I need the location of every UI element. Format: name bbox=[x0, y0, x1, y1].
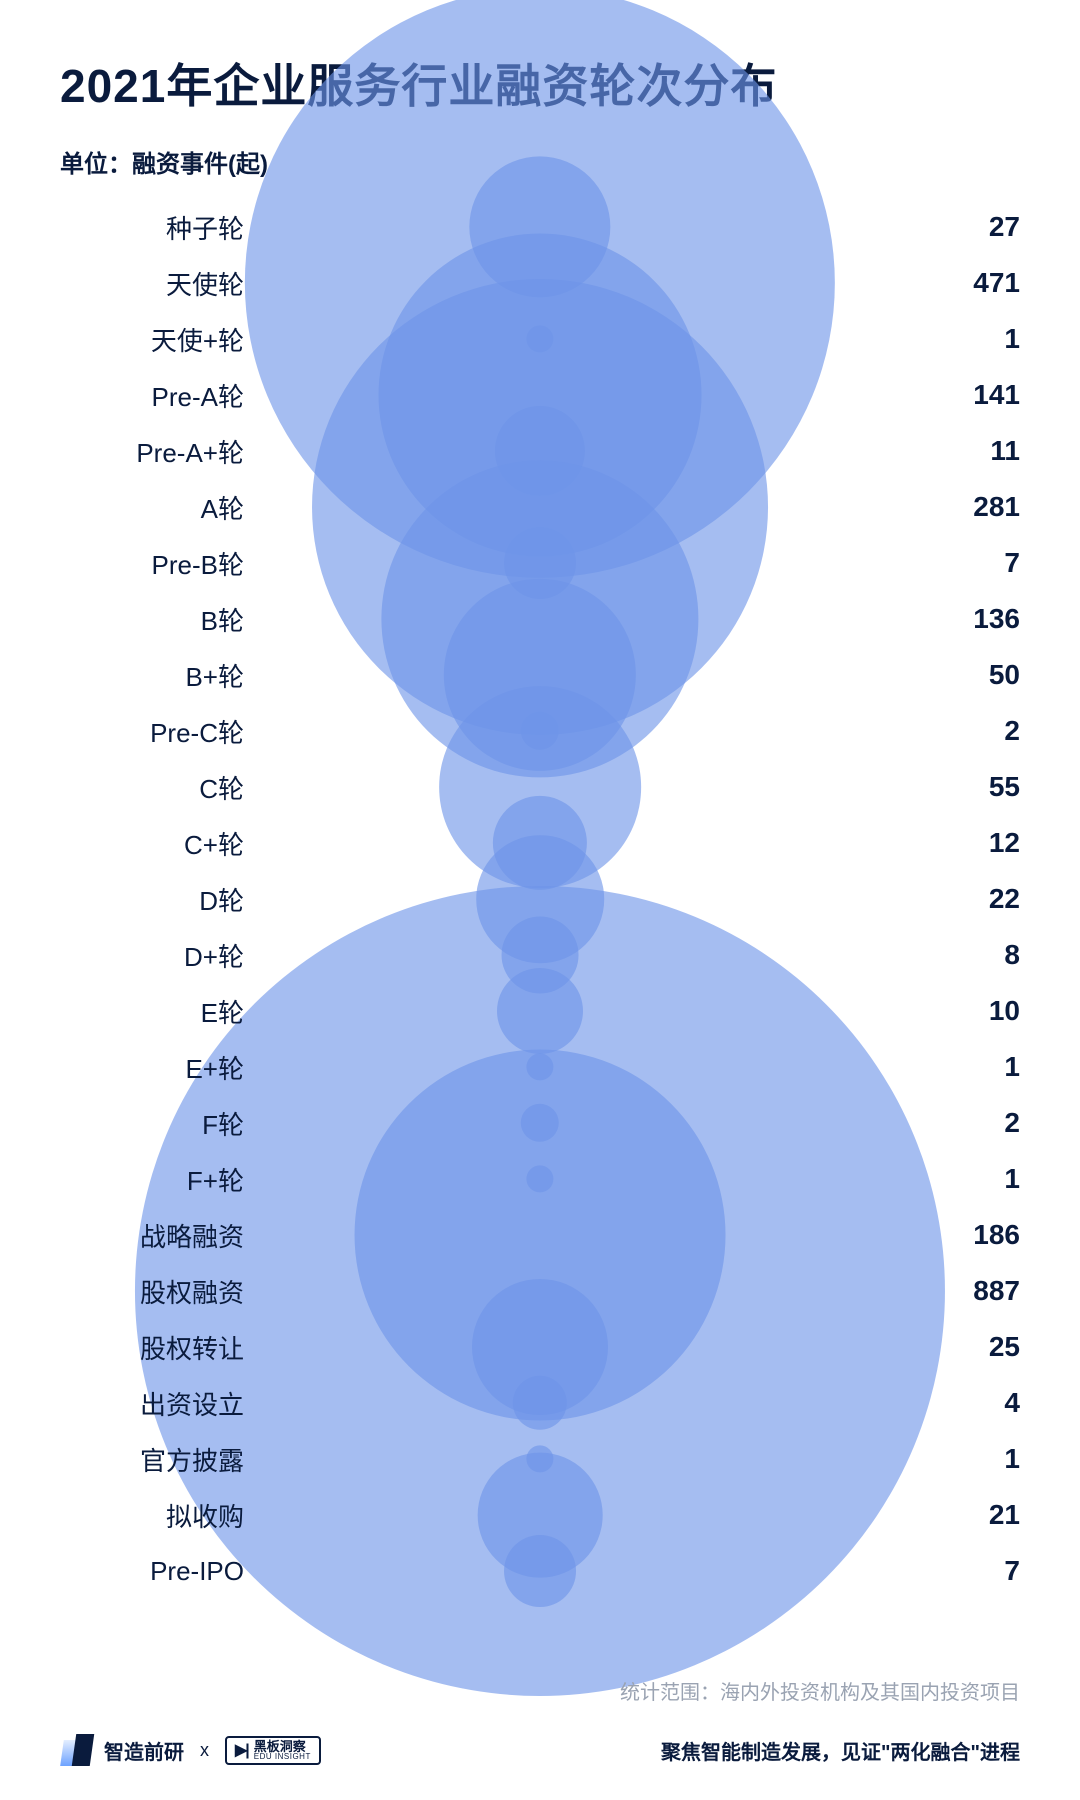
data-row: 股权融资 887 bbox=[60, 1263, 1020, 1319]
row-label: 股权转让 bbox=[60, 1329, 260, 1366]
data-row: Pre-A轮 141 bbox=[60, 367, 1020, 423]
data-row: 战略融资 186 bbox=[60, 1207, 1020, 1263]
row-label: B轮 bbox=[60, 601, 260, 638]
row-value: 1 bbox=[1004, 1443, 1020, 1475]
row-label: C+轮 bbox=[60, 825, 260, 862]
row-value: 1 bbox=[1004, 1051, 1020, 1083]
row-label: 战略融资 bbox=[60, 1217, 260, 1254]
row-value: 1 bbox=[1004, 323, 1020, 355]
row-label: Pre-A轮 bbox=[60, 377, 260, 414]
row-value: 471 bbox=[973, 267, 1020, 299]
row-value: 7 bbox=[1004, 1555, 1020, 1587]
data-row: 股权转让 25 bbox=[60, 1319, 1020, 1375]
logo-secondary-en: EDU INSIGHT bbox=[254, 1753, 311, 1761]
logo-secondary-cn: 黑板洞察 bbox=[254, 1740, 311, 1753]
row-label: E轮 bbox=[60, 993, 260, 1030]
data-row: B+轮 50 bbox=[60, 647, 1020, 703]
logo-primary-text: 智造前研 bbox=[104, 1736, 184, 1765]
row-label: A轮 bbox=[60, 489, 260, 526]
data-row: D+轮 8 bbox=[60, 927, 1020, 983]
chart-subtitle: 单位：融资事件(起) bbox=[60, 144, 1020, 179]
row-value: 12 bbox=[989, 827, 1020, 859]
row-label: F+轮 bbox=[60, 1161, 260, 1198]
chart-footnote: 统计范围：海内外投资机构及其国内投资项目 bbox=[620, 1676, 1020, 1705]
data-row: 种子轮 27 bbox=[60, 199, 1020, 255]
row-label: 拟收购 bbox=[60, 1497, 260, 1534]
data-row: C+轮 12 bbox=[60, 815, 1020, 871]
data-row: 天使+轮 1 bbox=[60, 311, 1020, 367]
row-label: Pre-B轮 bbox=[60, 545, 260, 582]
data-row: B轮 136 bbox=[60, 591, 1020, 647]
footer: 智造前研 x ▶| 黑板洞察 EDU INSIGHT 聚焦智能制造发展，见证"两… bbox=[0, 1720, 1080, 1800]
row-value: 11 bbox=[990, 435, 1020, 467]
data-row: F轮 2 bbox=[60, 1095, 1020, 1151]
logo-separator: x bbox=[200, 1740, 209, 1761]
row-value: 887 bbox=[973, 1275, 1020, 1307]
row-value: 10 bbox=[989, 995, 1020, 1027]
data-row: E+轮 1 bbox=[60, 1039, 1020, 1095]
data-row: C轮 55 bbox=[60, 759, 1020, 815]
row-label: B+轮 bbox=[60, 657, 260, 694]
row-value: 22 bbox=[989, 883, 1020, 915]
data-row: Pre-IPO 7 bbox=[60, 1543, 1020, 1599]
row-value: 4 bbox=[1004, 1387, 1020, 1419]
data-row: Pre-B轮 7 bbox=[60, 535, 1020, 591]
row-label: D轮 bbox=[60, 881, 260, 918]
logo-secondary-icon: ▶| bbox=[235, 1740, 248, 1760]
row-value: 55 bbox=[989, 771, 1020, 803]
row-value: 1 bbox=[1004, 1163, 1020, 1195]
row-label: 天使轮 bbox=[60, 265, 260, 302]
row-label: 出资设立 bbox=[60, 1385, 260, 1422]
data-row: 出资设立 4 bbox=[60, 1375, 1020, 1431]
data-row: Pre-A+轮 11 bbox=[60, 423, 1020, 479]
data-row: F+轮 1 bbox=[60, 1151, 1020, 1207]
footer-logos: 智造前研 x ▶| 黑板洞察 EDU INSIGHT bbox=[60, 1732, 321, 1768]
row-label: 种子轮 bbox=[60, 209, 260, 246]
data-row: 官方披露 1 bbox=[60, 1431, 1020, 1487]
row-label: E+轮 bbox=[60, 1049, 260, 1086]
data-row: 天使轮 471 bbox=[60, 255, 1020, 311]
row-value: 25 bbox=[989, 1331, 1020, 1363]
row-value: 141 bbox=[973, 379, 1020, 411]
row-value: 186 bbox=[973, 1219, 1020, 1251]
row-value: 21 bbox=[989, 1499, 1020, 1531]
row-label: 天使+轮 bbox=[60, 321, 260, 358]
row-label: Pre-A+轮 bbox=[60, 433, 260, 470]
row-value: 281 bbox=[973, 491, 1020, 523]
row-value: 2 bbox=[1004, 715, 1020, 747]
row-value: 136 bbox=[973, 603, 1020, 635]
row-label: C轮 bbox=[60, 769, 260, 806]
logo-primary-icon bbox=[60, 1732, 96, 1768]
row-value: 27 bbox=[989, 211, 1020, 243]
row-value: 8 bbox=[1004, 939, 1020, 971]
data-row: A轮 281 bbox=[60, 479, 1020, 535]
row-value: 7 bbox=[1004, 547, 1020, 579]
footer-tagline: 聚焦智能制造发展，见证"两化融合"进程 bbox=[661, 1736, 1020, 1765]
bubble-chart: 种子轮27天使轮471天使+轮1Pre-A轮141Pre-A+轮11A轮281P… bbox=[60, 199, 1020, 1679]
data-row: Pre-C轮 2 bbox=[60, 703, 1020, 759]
row-value: 50 bbox=[989, 659, 1020, 691]
logo-secondary: ▶| 黑板洞察 EDU INSIGHT bbox=[225, 1736, 321, 1765]
row-label: Pre-IPO bbox=[60, 1556, 260, 1587]
row-label: 股权融资 bbox=[60, 1273, 260, 1310]
row-label: D+轮 bbox=[60, 937, 260, 974]
chart-title: 2021年企业服务行业融资轮次分布 bbox=[60, 50, 1020, 116]
row-value: 2 bbox=[1004, 1107, 1020, 1139]
logo-primary: 智造前研 bbox=[60, 1732, 184, 1768]
data-row: 拟收购 21 bbox=[60, 1487, 1020, 1543]
row-label: Pre-C轮 bbox=[60, 713, 260, 750]
row-label: 官方披露 bbox=[60, 1441, 260, 1478]
data-row: D轮 22 bbox=[60, 871, 1020, 927]
data-row: E轮 10 bbox=[60, 983, 1020, 1039]
row-label: F轮 bbox=[60, 1105, 260, 1142]
